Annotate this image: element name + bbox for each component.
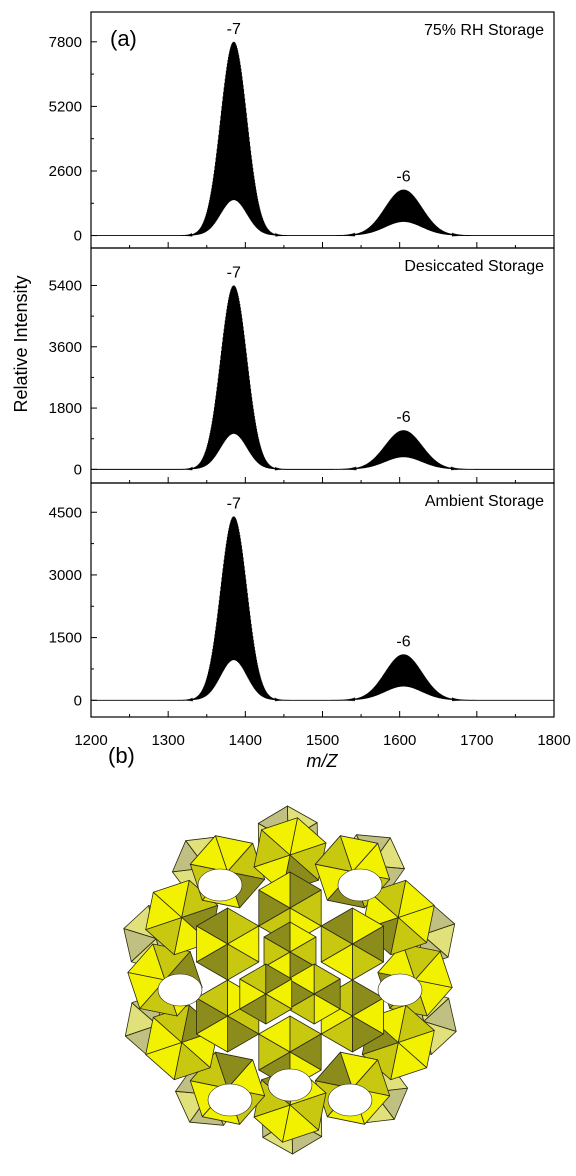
polyhedron-face — [239, 993, 267, 1025]
x-tick-label-1: 1300 — [151, 732, 184, 749]
peak-label-1-0: -7 — [227, 264, 241, 281]
y-tick-label-2-0: 0 — [74, 692, 82, 709]
polyhedron-face — [263, 921, 291, 953]
storage-label-1: Desiccated Storage — [404, 258, 544, 275]
panel-a-label: (a) — [110, 26, 137, 51]
polyhedron-face — [423, 997, 457, 1032]
peak-label-1-1: -6 — [396, 409, 410, 426]
y-tick-label-2-2: 3000 — [49, 567, 82, 584]
polyhedron-face — [351, 907, 384, 945]
polyhedron-face — [397, 879, 435, 918]
storage-label-0: 75% RH Storage — [424, 22, 544, 39]
x-tick-label-6: 1800 — [537, 732, 570, 749]
polyhedron-face — [123, 928, 157, 963]
spectrum-trace-1 — [91, 285, 554, 471]
x-tick-label-4: 1600 — [383, 732, 416, 749]
y-tick-label-1-1: 1800 — [49, 400, 82, 417]
spectrum-trace-2 — [91, 516, 554, 702]
polyhedron-face — [196, 1015, 228, 1053]
x-tick-label-3: 1500 — [306, 732, 339, 749]
y-tick-label-0-1: 2600 — [49, 163, 82, 180]
y-tick-label-2-1: 1500 — [49, 630, 82, 647]
polyhedron-face — [127, 972, 166, 1009]
y-tick-label-1-3: 5400 — [49, 277, 82, 294]
polyhedron-face — [414, 951, 453, 988]
polyhedron-face — [258, 871, 291, 909]
spectrum-chart: 0 2600 5200 7800 75% RH Storage -7 -6 0 1800 3600… — [11, 11, 571, 771]
polyhedron-face — [351, 997, 384, 1035]
y-tick-label-0-0: 0 — [74, 228, 82, 245]
polyhedron-face — [145, 891, 183, 931]
panel-b-label: (b) — [108, 745, 135, 768]
polyhedron-face — [282, 1104, 319, 1143]
cage-opening — [337, 868, 383, 902]
y-tick-label-1-2: 3600 — [49, 339, 82, 356]
spectrum-trace-0 — [91, 41, 554, 238]
polyhedron-face — [313, 978, 341, 1010]
polyoxometalate-structure: (b) — [108, 745, 457, 1155]
polyhedron-face — [145, 1042, 183, 1081]
x-tick-label-0: 1200 — [74, 732, 107, 749]
cage-opening — [267, 1068, 313, 1102]
cage-opening — [327, 1083, 373, 1117]
storage-label-2: Ambient Storage — [425, 493, 544, 510]
x-tick-label-2: 1400 — [229, 732, 262, 749]
peak-label-2-0: -7 — [227, 495, 241, 512]
cage-opening — [377, 973, 423, 1007]
axes-layer: 0 2600 5200 7800 75% RH Storage -7 -6 0 1800 3600… — [49, 11, 571, 749]
polyhedron-face — [196, 925, 228, 963]
polyhedron-face — [397, 1029, 435, 1069]
y-tick-label-2-3: 4500 — [49, 504, 82, 521]
y-axis-title: Relative Intensity — [11, 275, 31, 412]
polyhedron-face — [189, 835, 228, 873]
cage-opening — [157, 973, 203, 1007]
polyhedron-face — [261, 817, 298, 856]
cage-opening — [207, 1083, 253, 1117]
y-tick-label-1-0: 0 — [74, 461, 82, 478]
x-axis-title: m/Z — [307, 751, 339, 771]
panel-frame-0 — [90, 11, 555, 249]
peak-label-0-0: -7 — [227, 21, 241, 38]
panel-frame-1 — [90, 247, 555, 484]
y-tick-label-0-2: 5200 — [49, 98, 82, 115]
cage-opening — [197, 868, 243, 902]
polyhedron-face — [339, 835, 379, 873]
spectra-layer — [91, 41, 554, 702]
panel-frame-2 — [90, 482, 555, 718]
peak-label-0-1: -6 — [396, 169, 410, 186]
y-tick-label-0-3: 7800 — [49, 34, 82, 51]
peak-label-2-1: -6 — [396, 633, 410, 650]
polyhedra-layer — [123, 805, 457, 1155]
x-tick-label-5: 1700 — [460, 732, 493, 749]
